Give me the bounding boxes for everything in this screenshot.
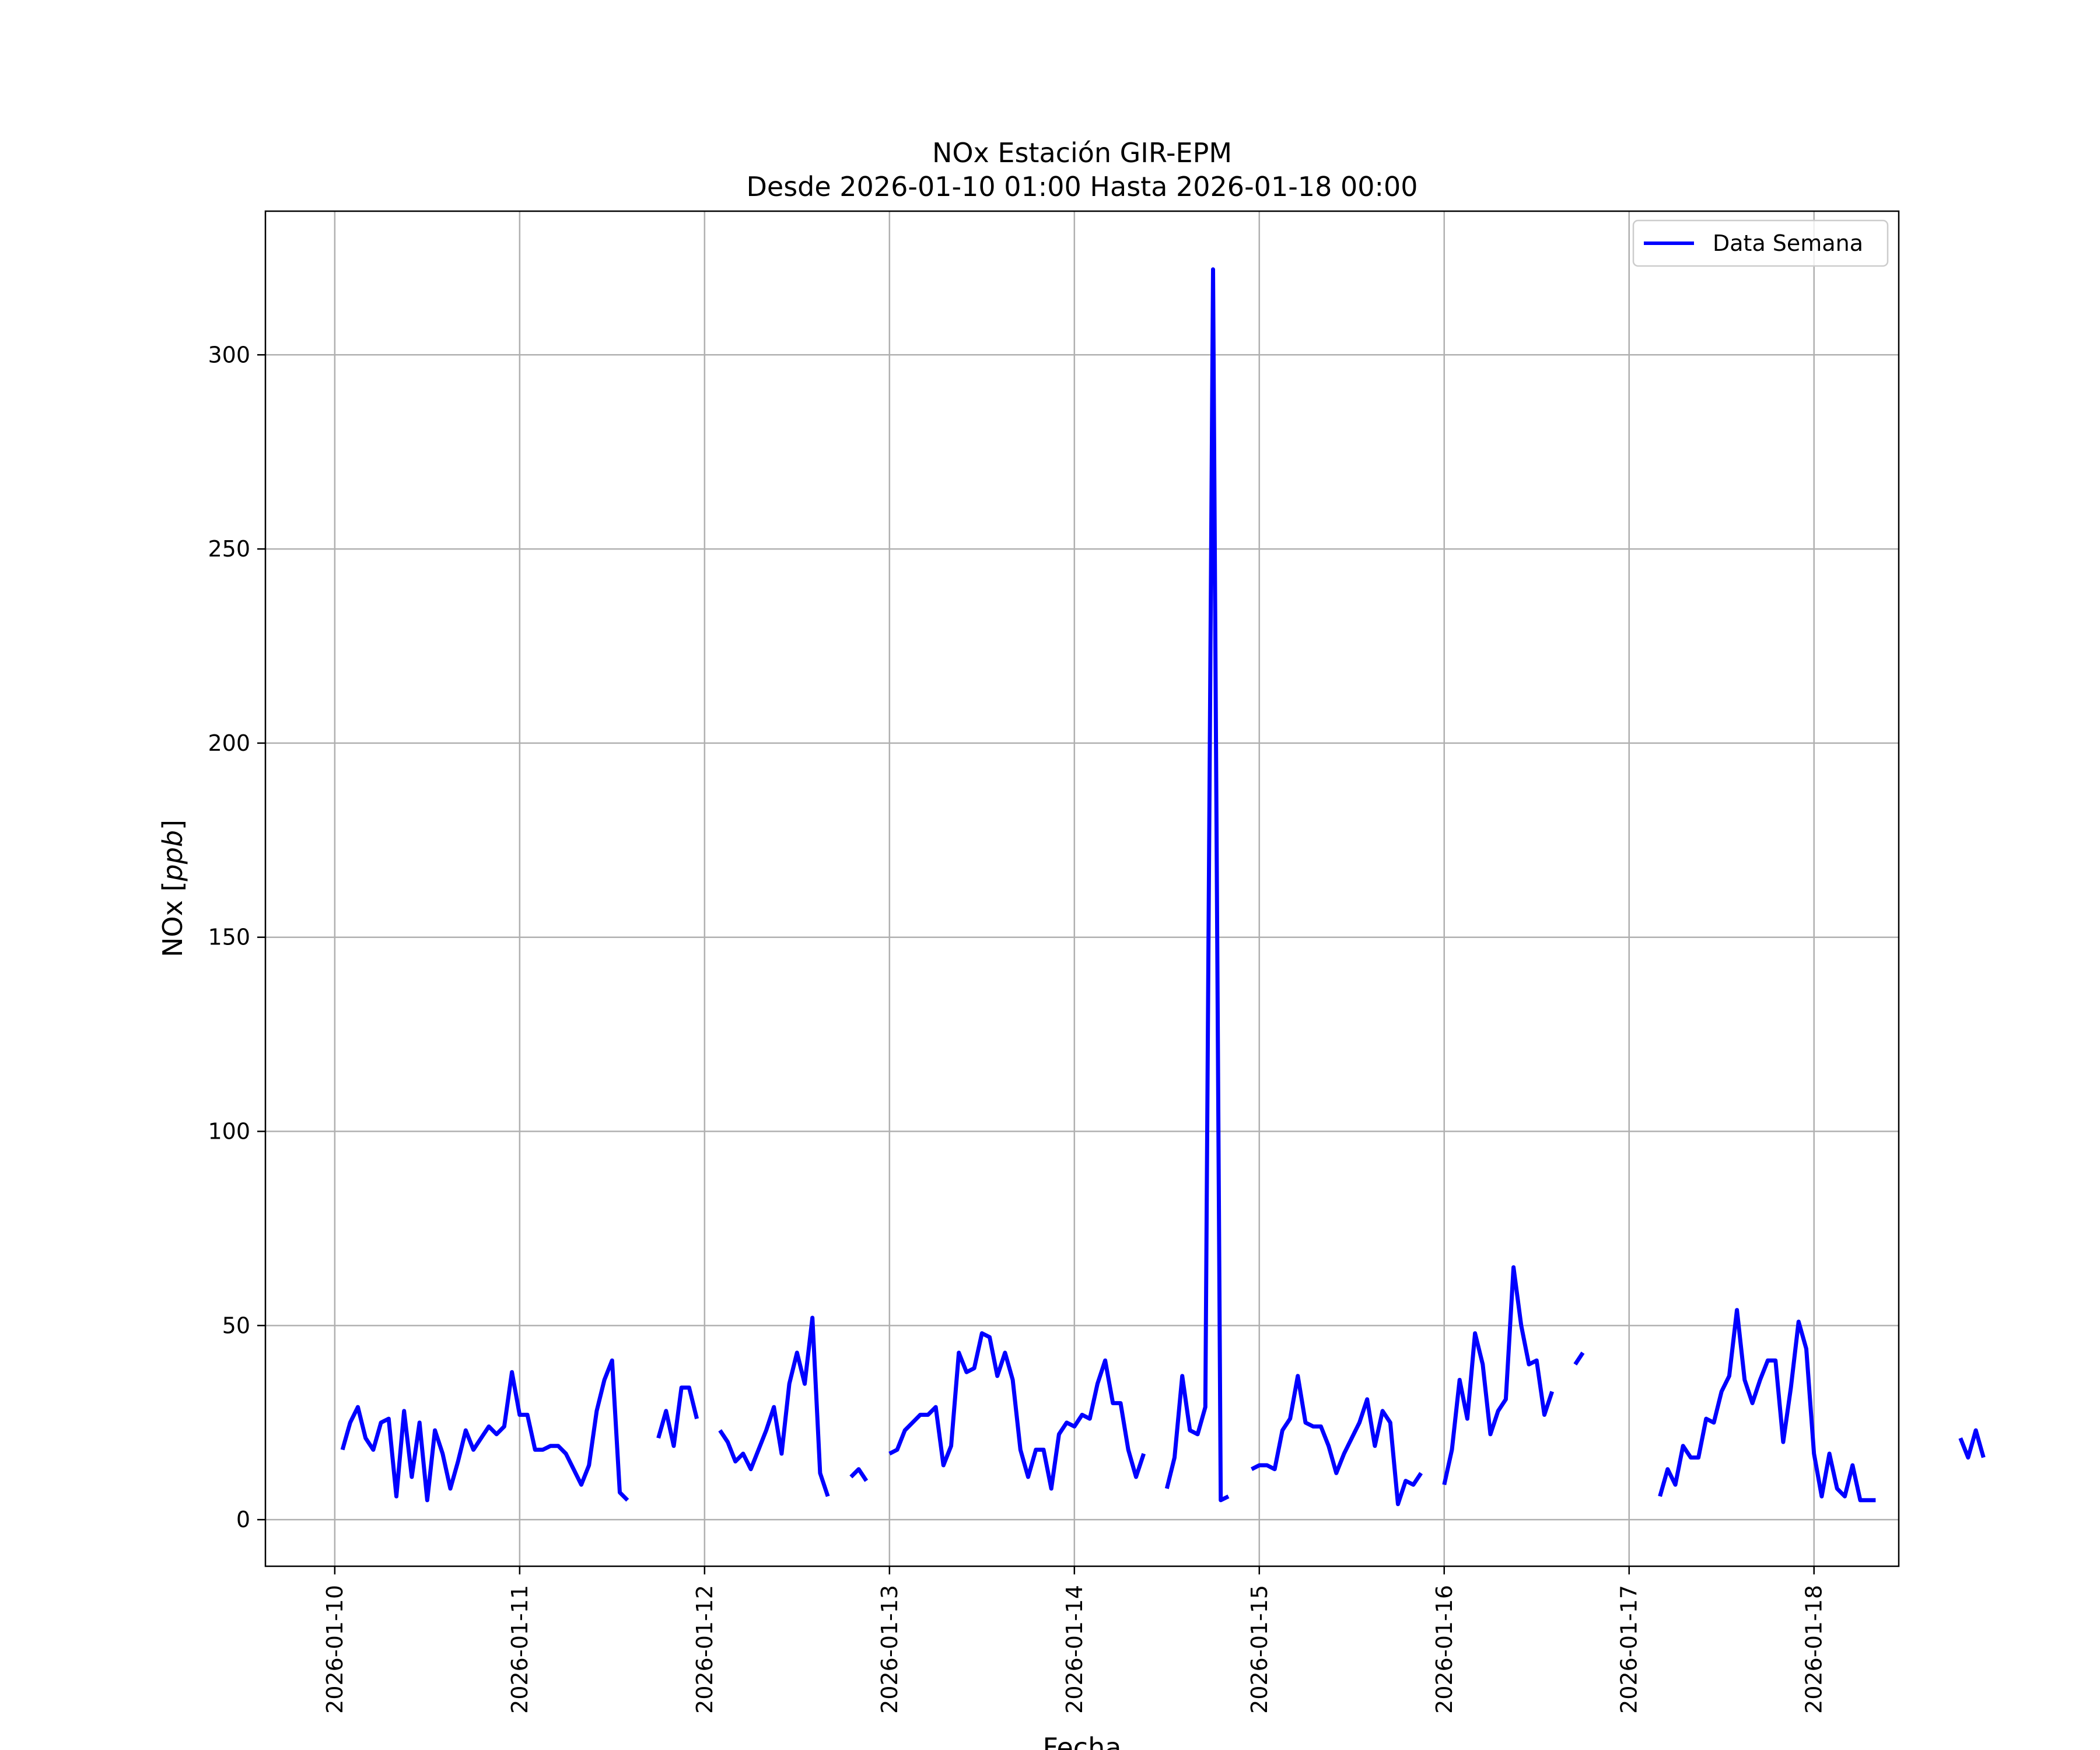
x-tick-label: 2026-01-16 — [1432, 1585, 1457, 1714]
series-line-segment — [888, 1331, 1146, 1491]
y-tick-label: 50 — [222, 1312, 250, 1338]
legend-label: Data Semana — [1713, 230, 1863, 256]
y-tick-label: 250 — [208, 536, 250, 562]
series-lines — [340, 267, 1986, 1506]
y-tick-label: 300 — [208, 342, 250, 368]
x-tick-label: 2026-01-11 — [507, 1585, 533, 1714]
x-tick-label: 2026-01-13 — [877, 1585, 902, 1714]
chart-subtitle: Desde 2026-01-10 01:00 Hasta 2026-01-18 … — [746, 171, 1418, 202]
y-tick-label: 0 — [236, 1507, 250, 1532]
series-line-segment — [1442, 1265, 1555, 1485]
y-axis-label: NOx [ppb] — [157, 820, 188, 957]
legend: Data Semana — [1632, 219, 1889, 267]
x-tick-label: 2026-01-18 — [1801, 1585, 1827, 1714]
y-tick-label: 100 — [208, 1119, 250, 1144]
x-tick-label: 2026-01-15 — [1247, 1585, 1272, 1714]
series-line-segment — [1251, 1374, 1423, 1506]
x-axis-ticks: 2026-01-10 2026-01-11 2026-01-12 2026-01-13… — [322, 1566, 1827, 1714]
series-line-segment — [849, 1467, 869, 1482]
series-line-segment — [1164, 267, 1230, 1503]
series-line-segment — [1573, 1351, 1585, 1366]
x-tick-label: 2026-01-12 — [692, 1585, 718, 1714]
y-axis-label-prefix: NOx [ — [157, 881, 188, 957]
y-axis-label-unit: ppb — [157, 830, 188, 882]
grid-lines — [265, 211, 1899, 1566]
series-line-segment — [718, 1315, 830, 1497]
y-tick-label: 200 — [208, 730, 250, 756]
x-tick-label: 2026-01-17 — [1616, 1585, 1642, 1714]
series-line-segment — [1658, 1308, 1876, 1503]
x-tick-label: 2026-01-10 — [322, 1585, 348, 1714]
plot-frame — [264, 210, 1900, 1567]
series-line-segment — [656, 1385, 699, 1448]
series-line-segment — [1958, 1428, 1986, 1460]
y-axis-ticks: 0 50 100 150 200 250 300 — [208, 342, 265, 1532]
chart-title: NOx Estación GIR-EPM — [932, 137, 1232, 169]
series-line-segment — [340, 1358, 629, 1503]
y-axis-label-suffix: ] — [157, 820, 188, 830]
x-tick-label: 2026-01-14 — [1062, 1585, 1087, 1714]
y-tick-label: 150 — [208, 925, 250, 950]
x-axis-label: Fecha — [1043, 1732, 1122, 1750]
legend-box — [1632, 219, 1889, 267]
